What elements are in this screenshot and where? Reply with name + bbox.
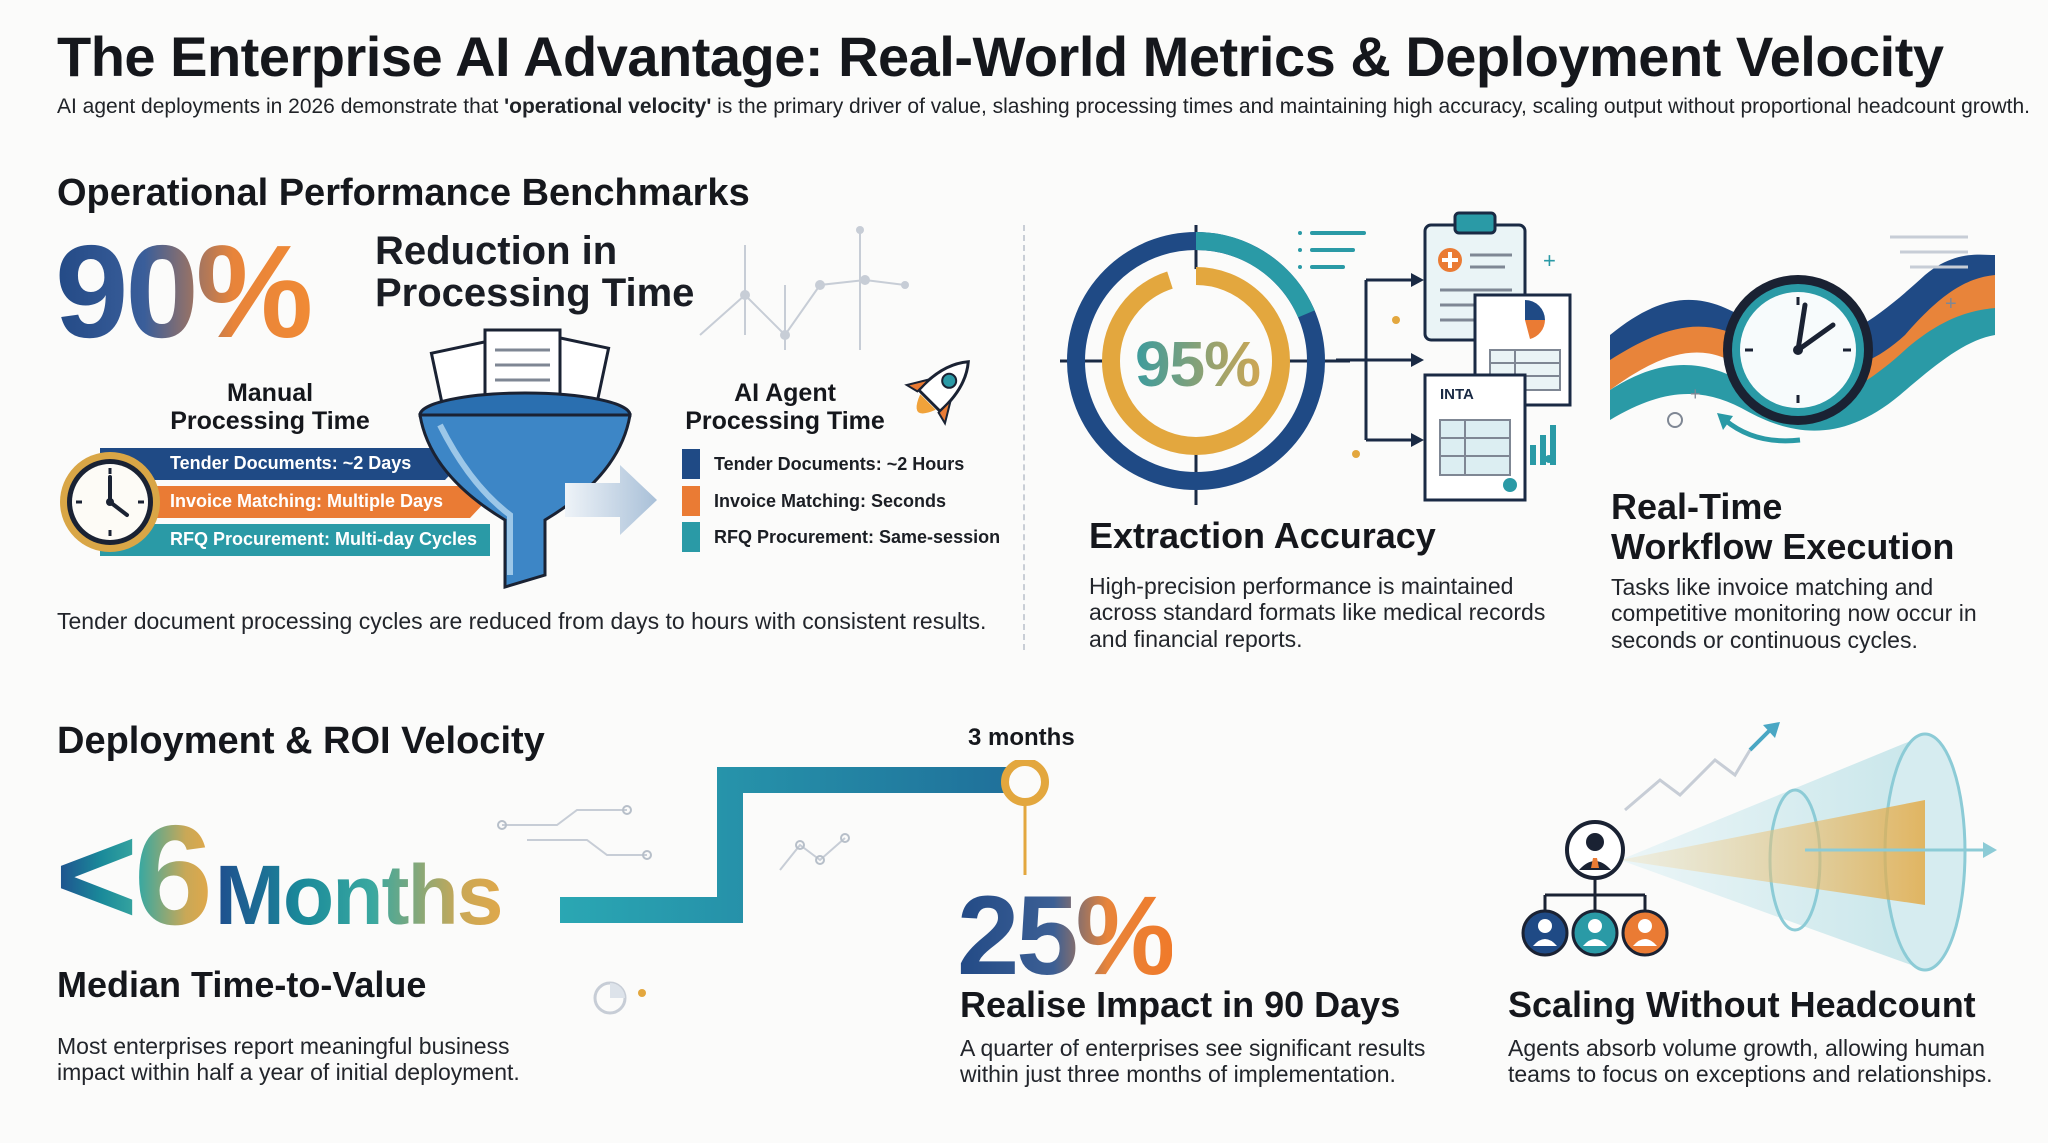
realtime-heading-line1: Real-Time [1611, 486, 1783, 527]
ai-swatch-rfq [682, 522, 700, 552]
dot-decoration-1 [1545, 455, 1553, 463]
documents-stack-icon [1423, 211, 1572, 502]
realtime-lines-icon [1890, 235, 1968, 269]
manual-item-rfq: RFQ Procurement: Multi-day Cycles [170, 529, 478, 549]
operational-footnote: Tender document processing cycles are re… [57, 608, 987, 634]
impact-body: A quarter of enterprises see significant… [960, 1035, 1426, 1088]
section-divider [1023, 225, 1025, 650]
time-to-value-body: Most enterprises report meaningful busin… [57, 1033, 520, 1086]
funnel-icon [418, 328, 632, 590]
stat-90-percent: 90% [55, 218, 313, 365]
page-title: The Enterprise AI Advantage: Real-World … [57, 25, 1944, 88]
accuracy-ring-value: 95% [1120, 327, 1275, 401]
manual-bars [100, 448, 490, 556]
deployment-heading: Deployment & ROI Velocity [57, 720, 545, 762]
ai-item-invoice-label: Invoice Matching: Seconds [714, 490, 947, 511]
stat-time-suffix: Months [214, 848, 504, 942]
manual-heading-line2: Processing Time [170, 406, 370, 435]
dot-decoration-2 [1392, 316, 1400, 324]
subtitle-bold: 'operational velocity' [504, 95, 712, 118]
manual-heading: Manual Processing Time [150, 379, 390, 435]
stat-25-percent: 25% [957, 873, 1175, 998]
scaling-body: Agents absorb volume growth, allowing hu… [1508, 1035, 1993, 1088]
manual-bar-tender [100, 448, 460, 480]
circuit-lines-icon [497, 805, 652, 860]
milestone-marker [1001, 760, 1049, 806]
subtitle-pre: AI agent deployments in 2026 demonstrate… [57, 95, 505, 118]
flow-connector [1336, 273, 1424, 447]
doc-label: INTA [1440, 386, 1474, 403]
accuracy-heading: Extraction Accuracy [1089, 515, 1436, 556]
stat-90-label-line1: Reduction in [375, 229, 618, 273]
manual-heading-line1: Manual [226, 379, 314, 407]
scaling-heading: Scaling Without Headcount [1508, 984, 1976, 1025]
stat-time-to-value: <6Months [55, 805, 504, 947]
realtime-body: Tasks like invoice matching and competit… [1611, 574, 1977, 653]
manual-item-invoice: Invoice Matching: Multiple Days [170, 491, 444, 511]
accuracy-progress-arc [1102, 267, 1290, 455]
time-to-value-heading: Median Time-to-Value [57, 964, 427, 1005]
list-lines-icon [1298, 231, 1366, 269]
ai-item-tender: Tender Documents: ~2 Hours [682, 449, 964, 479]
ai-heading-line2: Processing Time [685, 406, 885, 435]
ai-swatch-invoice [682, 486, 700, 516]
milestone-label: 3 months [968, 724, 1075, 751]
accuracy-ring [1060, 225, 1350, 505]
realtime-clock-waves: + + [1610, 254, 1995, 444]
dot-decoration-3 [1352, 450, 1360, 458]
timeline-path [560, 760, 1049, 923]
stat-time-prefix: <6 [55, 796, 213, 955]
accuracy-body: High-precision performance is maintained… [1089, 573, 1546, 652]
subtitle-post: is the primary driver of value, slashing… [711, 95, 2030, 118]
plus-decoration-1: + [1543, 248, 1556, 273]
ai-heading-line1: AI Agent [734, 379, 836, 407]
manual-bar-invoice [100, 486, 485, 518]
manual-item-tender: Tender Documents: ~2 Days [170, 453, 412, 473]
ai-item-tender-label: Tender Documents: ~2 Hours [714, 453, 965, 474]
impact-heading: Realise Impact in 90 Days [960, 984, 1401, 1025]
manual-bar-rfq [100, 524, 490, 556]
scaling-illustration [1521, 722, 1997, 972]
realtime-heading-line2: Workflow Execution [1611, 525, 1955, 567]
operational-heading: Operational Performance Benchmarks [57, 172, 750, 214]
arrow-right-icon [565, 465, 657, 535]
ai-swatch-tender [682, 449, 700, 479]
stat-90-label-line2: Processing Time [375, 271, 695, 315]
network-graph-icon [699, 226, 909, 350]
team-members-icon [1521, 909, 1669, 957]
ai-item-rfq-label: RFQ Procurement: Same-session [714, 526, 1001, 547]
mini-line-chart-icon [779, 833, 850, 871]
mini-pie-icon [593, 981, 646, 1015]
ai-heading: AI Agent Processing Time [665, 379, 905, 435]
stat-90-label: Reduction in Processing Time [375, 230, 694, 314]
clock-icon [60, 452, 160, 552]
page-subtitle: AI agent deployments in 2026 demonstrate… [57, 95, 2030, 119]
svg-text:+: + [1945, 293, 1957, 315]
ai-item-rfq: RFQ Procurement: Same-session [682, 522, 1000, 552]
ai-item-invoice: Invoice Matching: Seconds [682, 486, 946, 516]
realtime-heading: Real-Time Workflow Execution [1611, 487, 1954, 566]
svg-text:+: + [1690, 384, 1701, 404]
rocket-icon [904, 360, 970, 426]
